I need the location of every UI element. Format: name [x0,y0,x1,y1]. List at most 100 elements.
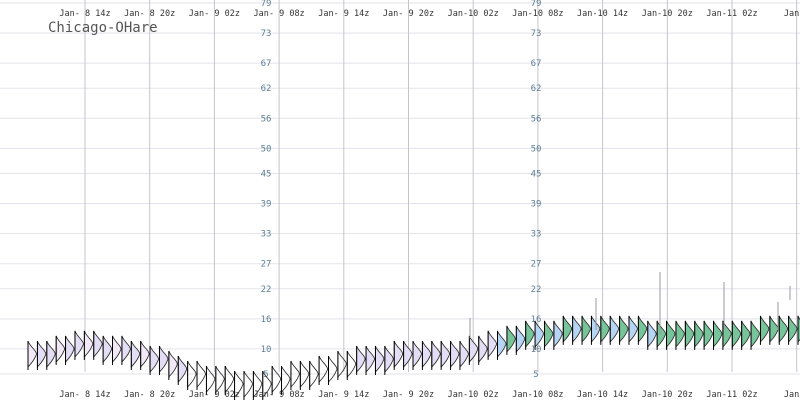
time-label-bottom: Jan-10 14z [577,390,628,400]
time-label-bottom: Jan- 9 14z [318,390,369,400]
plume-mark [112,335,122,364]
y-tick-label: 50 [531,144,542,154]
plume-mark [83,330,94,359]
plume-mark [290,360,300,389]
y-tick-label: 79 [531,0,542,9]
plume-mark [159,345,169,374]
time-label-top: Jan-10 20z [642,9,693,19]
plume-mark [252,370,263,399]
y-tick-label: 10 [261,345,272,355]
plume-mark [65,335,75,364]
y-tick-label: 67 [531,59,542,69]
y-tick-label: 16 [531,315,542,325]
plume-mark [637,315,648,344]
plume-mark [130,340,141,369]
time-label-top: Jan-11 02z [706,9,757,19]
plume-mark [299,360,310,389]
vertical-gridlines [84,0,798,372]
plume-mark [46,340,56,369]
plume-mark [356,345,366,374]
plume-mark [656,320,666,349]
plume-mark [337,350,347,379]
plume-mark [562,315,573,344]
y-tick-label: 5 [263,370,268,380]
y-tick-label: 22 [531,285,542,295]
y-tick-label: 79 [261,0,272,9]
plume-mark [309,360,319,389]
plume-mark [384,345,394,374]
plume-mark [140,340,150,369]
plume-mark [722,320,732,349]
plume-mark [534,320,544,349]
y-tick-label: 39 [261,200,272,210]
plume-mark [675,320,685,349]
plume-mark [234,370,244,399]
time-label-top: Jan- 9 02z [189,9,240,19]
plume-mark [506,325,516,354]
plume-mark [666,320,676,349]
time-label-bottom: Jan- 8 20z [124,390,175,400]
y-tick-label: 27 [531,260,542,270]
plume-mark [196,360,206,389]
plume-mark [27,340,37,369]
y-tick-label: 45 [261,169,272,179]
plume-mark [769,315,779,344]
plume-mark [74,330,84,359]
time-label-bottom: Jan-10 08z [512,390,563,400]
y-tick-label: 22 [261,285,272,295]
time-label-top: Jan-10 08z [512,9,563,19]
plume-mark [731,320,742,349]
time-labels-bottom: Jan- 8 14z Jan- 8 20z Jan- 9 02z Jan- 9 08z… [59,390,800,400]
horizontal-gridlines [0,2,800,375]
plume-mark [36,340,47,369]
time-label-top: Jan- 9 14z [318,9,369,19]
plume-mark [177,355,188,384]
plume-mark [403,340,413,369]
plume-mark [468,335,479,364]
y-tick-label: 27 [261,260,272,270]
plume-mark [243,370,253,399]
time-label-bottom: Jan- 8 14z [59,390,110,400]
y-tick-label: 33 [531,230,542,240]
plume-mark [459,340,469,369]
time-label-bottom: Jan-11 02z [706,390,757,400]
time-label-bottom: Jan-10 20z [642,390,693,400]
plume-mark [497,330,507,359]
time-label-bottom: Jan-10 02z [448,390,499,400]
time-labels-top: Jan- 8 14z Jan- 8 20z Jan- 9 02z Jan- 9 08z… [59,9,800,19]
y-tick-label: 62 [531,84,542,94]
y-tick-label: 45 [531,169,542,179]
y-tick-label: 56 [531,114,542,124]
plume-mark [553,320,563,349]
plume-mark [206,365,216,394]
time-label-top: Jan-1 [784,9,800,19]
plume-mark [525,320,535,349]
plume-mark [440,340,450,369]
plume-mark [149,345,159,374]
y-tick-label: 39 [531,200,542,210]
y-tick-label: 73 [531,29,542,39]
plume-marks [27,272,800,400]
time-label-top: Jan- 8 20z [124,9,175,19]
plume-mark [741,320,751,349]
plume-mark [684,320,695,349]
plume-mark [102,335,112,364]
y-axis-labels-middle: 5 10 16 22 27 33 39 45 50 56 62 67 73 79 [261,0,272,380]
plume-mark [544,320,554,349]
plume-mark [750,320,760,349]
plume-mark [487,330,497,359]
time-label-bottom: Jan- 9 02z [189,390,240,400]
y-axis-labels-right: 5 10 16 22 27 33 39 45 50 56 62 67 73 79 [531,0,542,380]
y-tick-label: 73 [261,29,272,39]
time-label-top: Jan- 9 08z [254,9,305,19]
plume-mark [187,360,197,389]
y-tick-label: 62 [261,84,272,94]
plume-mark [628,315,638,344]
plume-mark [647,320,657,349]
y-tick-label: 67 [261,59,272,69]
plume-mark [375,345,385,374]
plume-mark [365,345,375,374]
time-label-top: Jan- 8 14z [59,9,110,19]
y-tick-label: 56 [261,114,272,124]
plume-mark [328,355,338,384]
